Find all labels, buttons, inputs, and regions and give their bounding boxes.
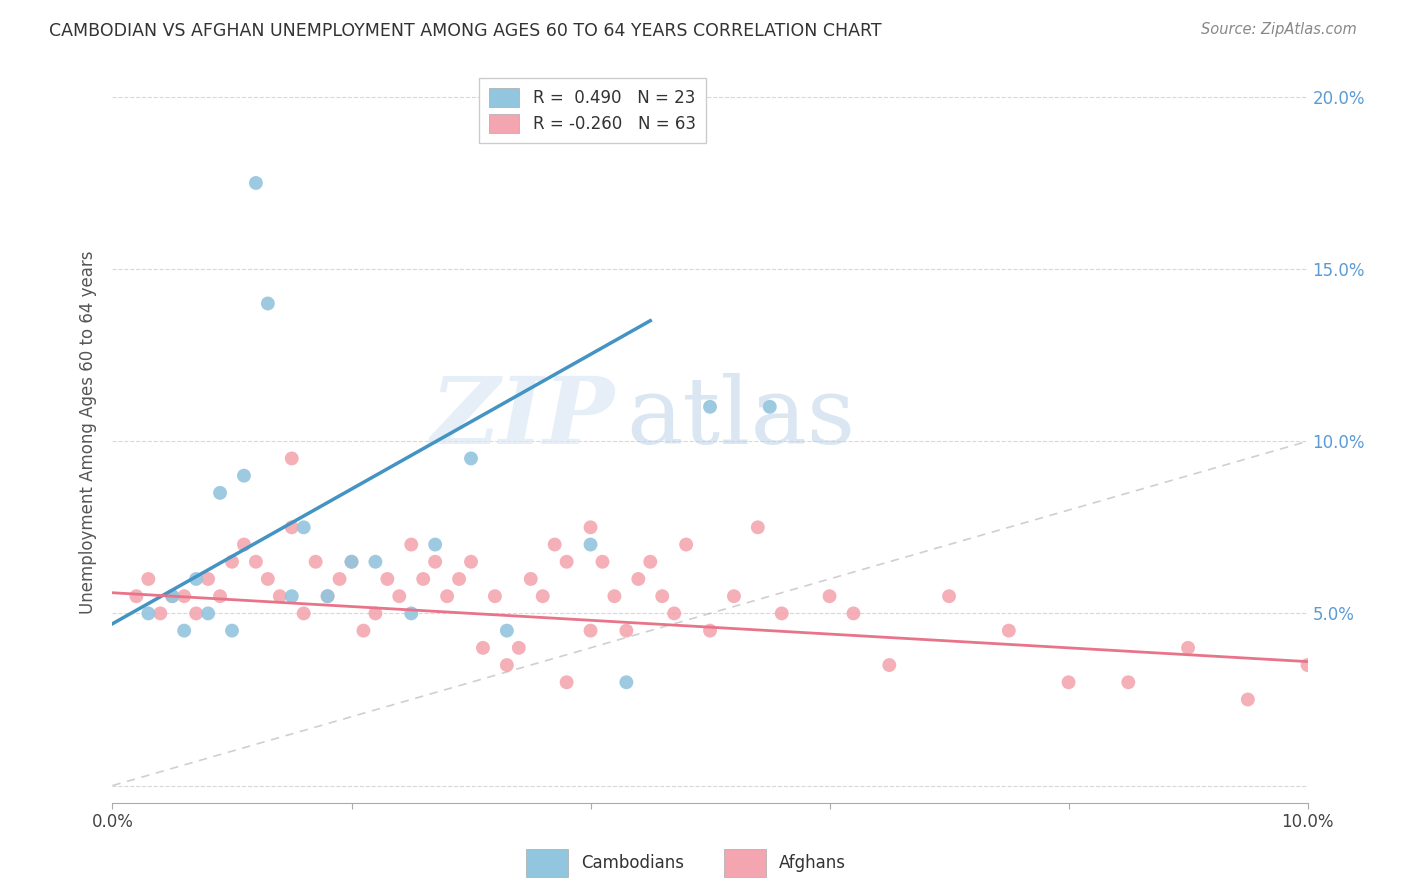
Point <box>520 572 543 586</box>
Point <box>759 400 782 414</box>
Point <box>1118 675 1140 690</box>
Text: Cambodians: Cambodians <box>581 854 683 872</box>
Point <box>281 451 304 466</box>
Point <box>579 537 602 551</box>
Point <box>138 607 160 621</box>
Point <box>221 624 243 638</box>
Point <box>233 537 256 551</box>
FancyBboxPatch shape <box>724 849 766 877</box>
Point <box>699 400 721 414</box>
Point <box>723 589 745 603</box>
Point <box>592 555 614 569</box>
Y-axis label: Unemployment Among Ages 60 to 64 years: Unemployment Among Ages 60 to 64 years <box>79 251 97 615</box>
Point <box>401 537 423 551</box>
Point <box>496 624 519 638</box>
Point <box>186 572 208 586</box>
Legend: R =  0.490   N = 23, R = -0.260   N = 63: R = 0.490 N = 23, R = -0.260 N = 63 <box>479 78 706 144</box>
Point <box>472 640 495 655</box>
Point <box>329 572 352 586</box>
Point <box>579 624 602 638</box>
Point <box>292 607 315 621</box>
Point <box>292 520 315 534</box>
Point <box>401 607 423 621</box>
Point <box>579 520 602 534</box>
Point <box>197 572 219 586</box>
Point <box>269 589 291 603</box>
Point <box>388 589 411 603</box>
Text: CAMBODIAN VS AFGHAN UNEMPLOYMENT AMONG AGES 60 TO 64 YEARS CORRELATION CHART: CAMBODIAN VS AFGHAN UNEMPLOYMENT AMONG A… <box>49 22 882 40</box>
Point <box>1177 640 1199 655</box>
Point <box>1057 675 1080 690</box>
Point <box>879 658 901 673</box>
Point <box>209 589 232 603</box>
Point <box>449 572 471 586</box>
Text: Afghans: Afghans <box>779 854 846 872</box>
Point <box>125 589 148 603</box>
Point <box>281 589 304 603</box>
Point <box>305 555 328 569</box>
Point <box>316 589 339 603</box>
Point <box>340 555 363 569</box>
Point <box>842 607 865 621</box>
Point <box>138 572 160 586</box>
Point <box>186 607 208 621</box>
Point <box>640 555 662 569</box>
Point <box>364 607 387 621</box>
Point <box>364 555 387 569</box>
Point <box>627 572 650 586</box>
Point <box>233 468 256 483</box>
Text: atlas: atlas <box>627 373 856 463</box>
Point <box>675 537 697 551</box>
FancyBboxPatch shape <box>526 849 568 877</box>
Point <box>197 607 219 621</box>
Point <box>998 624 1021 638</box>
Point <box>496 658 519 673</box>
Point <box>818 589 841 603</box>
Point <box>460 555 482 569</box>
Point <box>543 537 565 551</box>
Point <box>603 589 626 603</box>
Point <box>257 572 280 586</box>
Point <box>281 520 304 534</box>
Point <box>425 537 447 551</box>
Point <box>316 589 339 603</box>
Point <box>173 589 195 603</box>
Point <box>340 555 363 569</box>
Text: Source: ZipAtlas.com: Source: ZipAtlas.com <box>1201 22 1357 37</box>
Point <box>616 675 638 690</box>
Point <box>162 589 183 603</box>
Point <box>353 624 375 638</box>
Point <box>747 520 769 534</box>
Point <box>531 589 554 603</box>
Point <box>162 589 183 603</box>
Point <box>651 589 673 603</box>
Text: ZIP: ZIP <box>430 373 614 463</box>
Point <box>209 486 232 500</box>
Point <box>1296 658 1319 673</box>
Point <box>616 624 638 638</box>
Point <box>377 572 399 586</box>
Point <box>436 589 458 603</box>
Point <box>173 624 195 638</box>
Point <box>699 624 721 638</box>
Point <box>1237 692 1260 706</box>
Point <box>460 451 482 466</box>
Point <box>245 176 267 190</box>
Point <box>508 640 530 655</box>
Point <box>555 555 578 569</box>
Point <box>770 607 793 621</box>
Point <box>221 555 243 569</box>
Point <box>245 555 267 569</box>
Point <box>555 675 578 690</box>
Point <box>938 589 960 603</box>
Point <box>149 607 172 621</box>
Point <box>257 296 280 310</box>
Point <box>484 589 506 603</box>
Point <box>664 607 686 621</box>
Point <box>412 572 434 586</box>
Point <box>425 555 447 569</box>
